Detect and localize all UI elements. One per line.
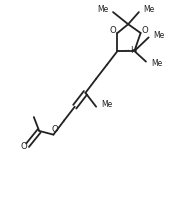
Text: O: O [20,142,27,151]
Text: Me: Me [154,31,165,40]
Text: Me: Me [143,5,155,14]
Text: O: O [110,26,116,35]
Text: Me: Me [151,59,162,68]
Text: O: O [142,26,148,35]
Text: Me: Me [97,5,109,14]
Text: Me: Me [101,101,113,109]
Text: O: O [52,125,59,134]
Text: H: H [130,46,137,55]
